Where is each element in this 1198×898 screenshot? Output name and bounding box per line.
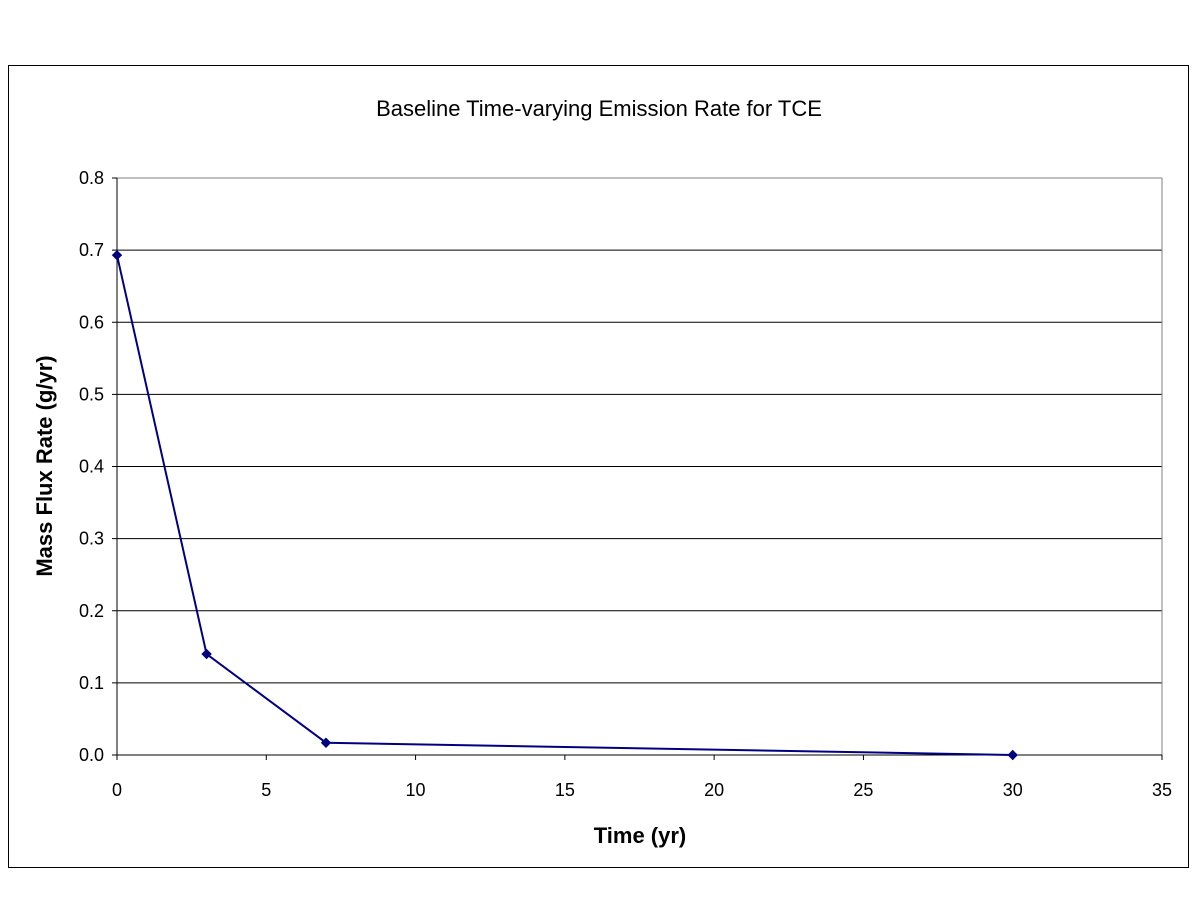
series-line bbox=[116, 254, 1013, 756]
data-point bbox=[111, 249, 123, 261]
x-tick-label: 30 bbox=[1003, 780, 1023, 800]
x-tick-label: 10 bbox=[406, 780, 426, 800]
y-tick-label: 0.1 bbox=[79, 673, 104, 693]
x-tick-label: 20 bbox=[704, 780, 724, 800]
y-tick-label: 0.0 bbox=[79, 745, 104, 765]
x-tick-label: 5 bbox=[261, 780, 271, 800]
y-tick-label: 0.5 bbox=[79, 384, 104, 404]
y-axis-label: Mass Flux Rate (g/yr) bbox=[32, 355, 57, 576]
data-point bbox=[320, 737, 332, 748]
tick-labels: 0.0 0.1 0.2 0.3 0.4 0.5 0.6 0.7 0.8 0 5 10 15 20 25 30 3… bbox=[79, 168, 1172, 800]
y-tick-label: 0.3 bbox=[79, 529, 104, 549]
chart-title: Baseline Time-varying Emission Rate for … bbox=[376, 96, 822, 121]
x-axis-label: Time (yr) bbox=[594, 823, 687, 848]
data-point bbox=[201, 648, 212, 660]
y-tick-label: 0.7 bbox=[79, 240, 104, 260]
data-point bbox=[1007, 749, 1018, 761]
y-tick-label: 0.8 bbox=[79, 168, 104, 188]
x-tick-label: 25 bbox=[853, 780, 873, 800]
series-layer bbox=[111, 249, 1018, 761]
x-tick-label: 15 bbox=[555, 780, 575, 800]
x-tick-label: 35 bbox=[1152, 780, 1172, 800]
x-tick-label: 0 bbox=[112, 780, 122, 800]
y-tick-label: 0.4 bbox=[79, 457, 104, 477]
y-tick-label: 0.6 bbox=[79, 312, 104, 332]
grid-lines bbox=[117, 177, 1162, 684]
y-tick-label: 0.2 bbox=[79, 601, 104, 621]
